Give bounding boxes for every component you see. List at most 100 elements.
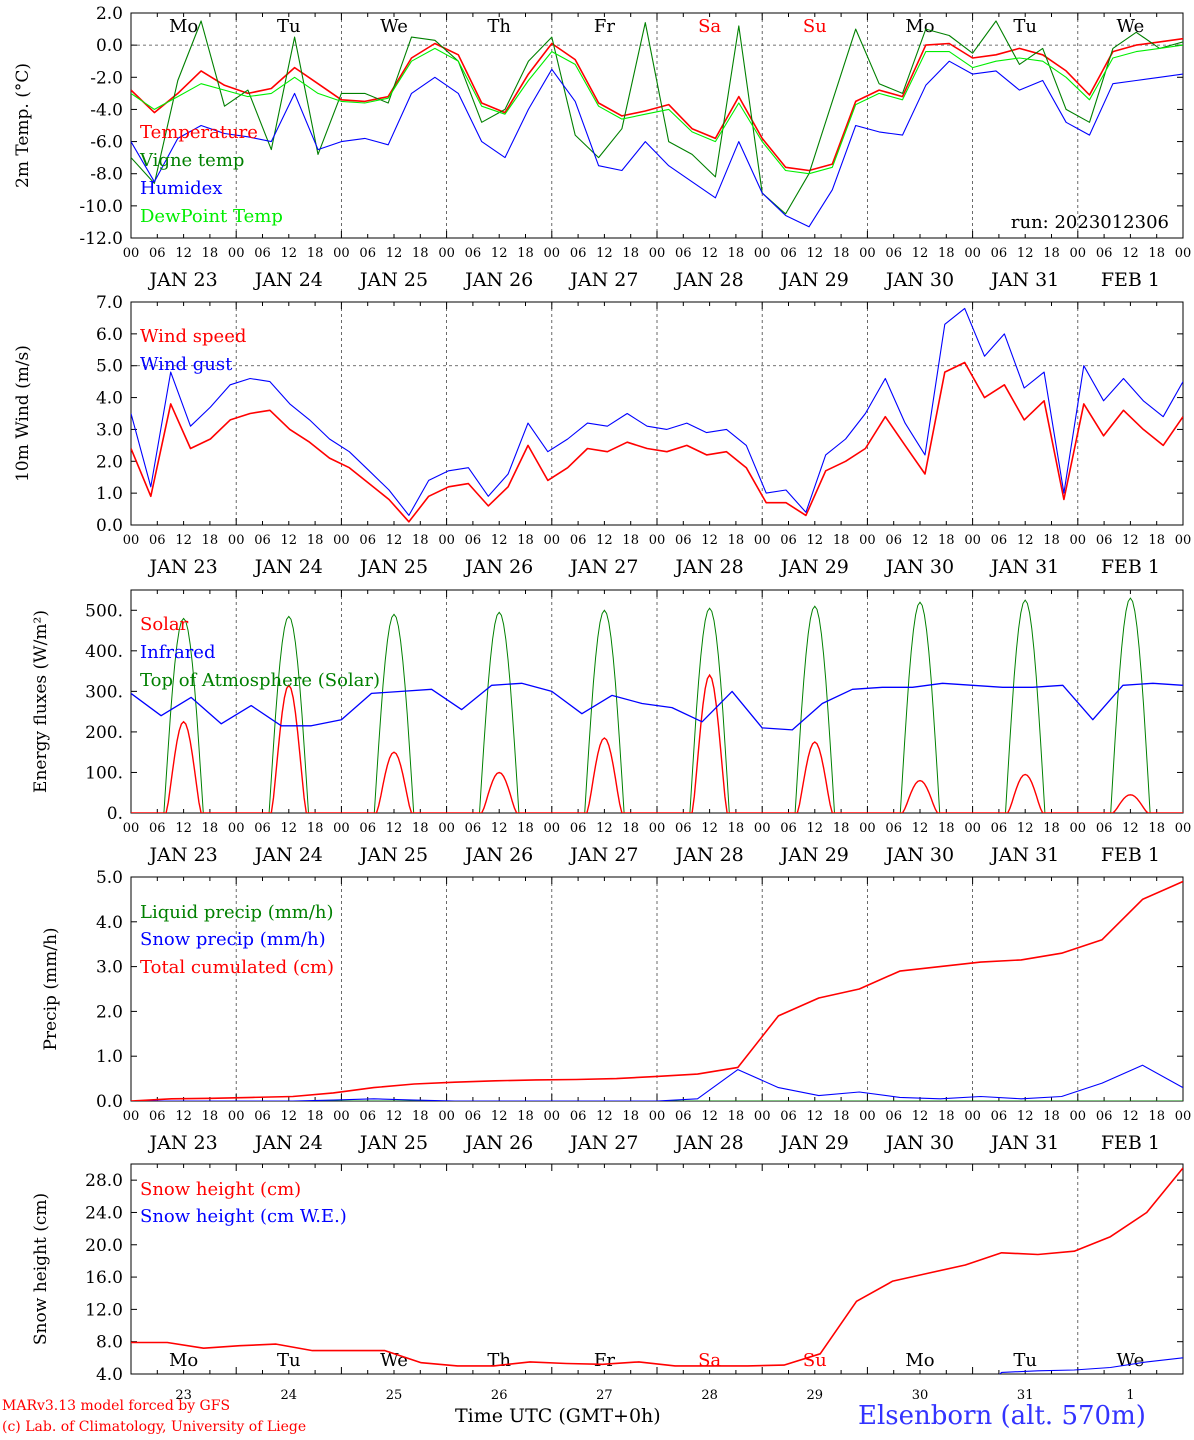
- x-tick-label: 12: [912, 1109, 929, 1124]
- x-tick-label: 18: [517, 821, 534, 836]
- x-tick-label: 06: [675, 246, 692, 261]
- x-tick-label: 00: [1070, 246, 1087, 261]
- date-label: JAN 26: [463, 844, 533, 866]
- date-label: JAN 30: [884, 269, 954, 291]
- x-tick-label: 12: [175, 821, 192, 836]
- y-axis-label: 10m Wind (m/s): [13, 345, 33, 482]
- x-tick-label: 12: [491, 533, 508, 548]
- x-tick-label: 00: [438, 1109, 455, 1124]
- weekday-label: We: [1117, 1350, 1145, 1371]
- x-tick-label: 06: [149, 821, 166, 836]
- x-tick-label: 06: [991, 1109, 1008, 1124]
- weekday-label: Tu: [277, 1350, 301, 1371]
- x-tick-label: 12: [386, 533, 403, 548]
- x-tick-label: 18: [833, 246, 850, 261]
- panel-1: 2.0 0.0 -2.0 -4.0 -6.0 -8.0 -10.0 -12.0 2m Temp.…: [13, 4, 1191, 291]
- series-0: [131, 1167, 1183, 1367]
- date-label: JAN 29: [779, 556, 849, 578]
- x-tick-label: 18: [307, 246, 324, 261]
- x-tick-label: 12: [386, 1109, 403, 1124]
- series-1: [131, 1064, 1183, 1101]
- y-tick-label: 0.0: [96, 1092, 123, 1112]
- x-tick-label: 12: [701, 1109, 718, 1124]
- date-label: JAN 27: [568, 844, 638, 866]
- y-tick-label: 5.0: [96, 868, 123, 888]
- y-tick-label: 4.0: [96, 913, 123, 933]
- x-tick-label: 06: [780, 821, 797, 836]
- series-group: [131, 597, 1183, 813]
- x-tick-label: 00: [964, 821, 981, 836]
- series-group: [131, 880, 1183, 1101]
- day-number-label: 31: [1017, 1388, 1034, 1403]
- x-tick-label: 12: [281, 246, 298, 261]
- date-label: JAN 24: [253, 556, 323, 578]
- x-tick-label: 06: [991, 821, 1008, 836]
- x-tick-label: 06: [570, 246, 587, 261]
- y-tick-label: 0.0: [96, 516, 123, 536]
- x-tick-label: 12: [1017, 1109, 1034, 1124]
- x-tick-label: 18: [517, 246, 534, 261]
- x-tick-label: 00: [649, 821, 666, 836]
- y-tick-label: -2.0: [90, 68, 123, 88]
- x-tick-label: 12: [596, 533, 613, 548]
- y-tick-label: 4.0: [96, 389, 123, 409]
- x-tick-label: 00: [754, 533, 771, 548]
- x-tick-label: 12: [912, 246, 929, 261]
- x-tick-label: 18: [728, 533, 745, 548]
- x-tick-label: 00: [754, 821, 771, 836]
- x-tick-label: 00: [859, 246, 876, 261]
- x-tick-label: 18: [202, 533, 219, 548]
- series-group: [131, 20, 1183, 228]
- series-0: [131, 361, 1183, 523]
- x-tick-label: 12: [912, 821, 929, 836]
- date-label: JAN 28: [674, 556, 744, 578]
- y-axis-label: Precip (mm/h): [41, 927, 61, 1050]
- y-tick-label: 0.0: [96, 36, 123, 56]
- weekday-label: Tu: [277, 16, 301, 37]
- date-label: JAN 31: [989, 269, 1059, 291]
- date-label: JAN 26: [463, 269, 533, 291]
- y-tick-label: -8.0: [90, 165, 123, 185]
- legend-entry: Solar: [140, 614, 189, 635]
- x-tick-label: 00: [123, 1109, 140, 1124]
- panel-2: 7.0 6.0 5.0 4.0 3.0 2.0 1.0 0.0 10m Wind (m/s) 00…: [13, 293, 1191, 578]
- day-number-label: 29: [807, 1388, 824, 1403]
- y-tick-label: 1.0: [96, 1047, 123, 1067]
- x-tick-label: 18: [833, 533, 850, 548]
- plot-frame: [130, 12, 1184, 239]
- x-tick-label: 06: [570, 821, 587, 836]
- day-number-label: 30: [912, 1388, 929, 1403]
- date-label: JAN 29: [779, 844, 849, 866]
- series-1: [999, 1357, 1183, 1374]
- weekday-label: Sa: [698, 1350, 721, 1371]
- date-label: FEB 1: [1101, 844, 1160, 866]
- panel-4: 5.0 4.0 3.0 2.0 1.0 0.0 Precip (mm/h) 00 06 12 18 0…: [41, 868, 1191, 1154]
- x-tick-label: 06: [1096, 246, 1113, 261]
- x-tick-label: 18: [938, 1109, 955, 1124]
- x-tick-label: 06: [254, 246, 271, 261]
- y-tick-label: 200.: [85, 723, 123, 743]
- y-tick-label: 16.0: [85, 1268, 123, 1288]
- weekday-label: Mo: [905, 1350, 934, 1371]
- x-tick-label: 00: [438, 246, 455, 261]
- x-tick-label: 06: [1096, 533, 1113, 548]
- x-tick-label: 00: [123, 821, 140, 836]
- y-tick-label: -4.0: [90, 100, 123, 120]
- weekday-label: Mo: [169, 1350, 198, 1371]
- date-label: JAN 26: [463, 1132, 533, 1154]
- x-tick-label: 18: [1148, 821, 1165, 836]
- date-label: JAN 24: [253, 844, 323, 866]
- weekday-label: Tu: [1013, 16, 1037, 37]
- x-tick-label: 18: [517, 533, 534, 548]
- y-axis-label: 2m Temp. (°C): [13, 63, 33, 188]
- date-label: JAN 28: [674, 269, 744, 291]
- date-label: JAN 28: [674, 1132, 744, 1154]
- weekday-label: We: [380, 16, 408, 37]
- x-tick-label: 18: [622, 246, 639, 261]
- x-tick-label: 18: [412, 533, 429, 548]
- y-tick-label: 2.0: [96, 452, 123, 472]
- x-tick-label: 18: [307, 1109, 324, 1124]
- x-tick-label: 12: [912, 533, 929, 548]
- date-label: JAN 27: [568, 556, 638, 578]
- weekday-label: Su: [803, 16, 827, 37]
